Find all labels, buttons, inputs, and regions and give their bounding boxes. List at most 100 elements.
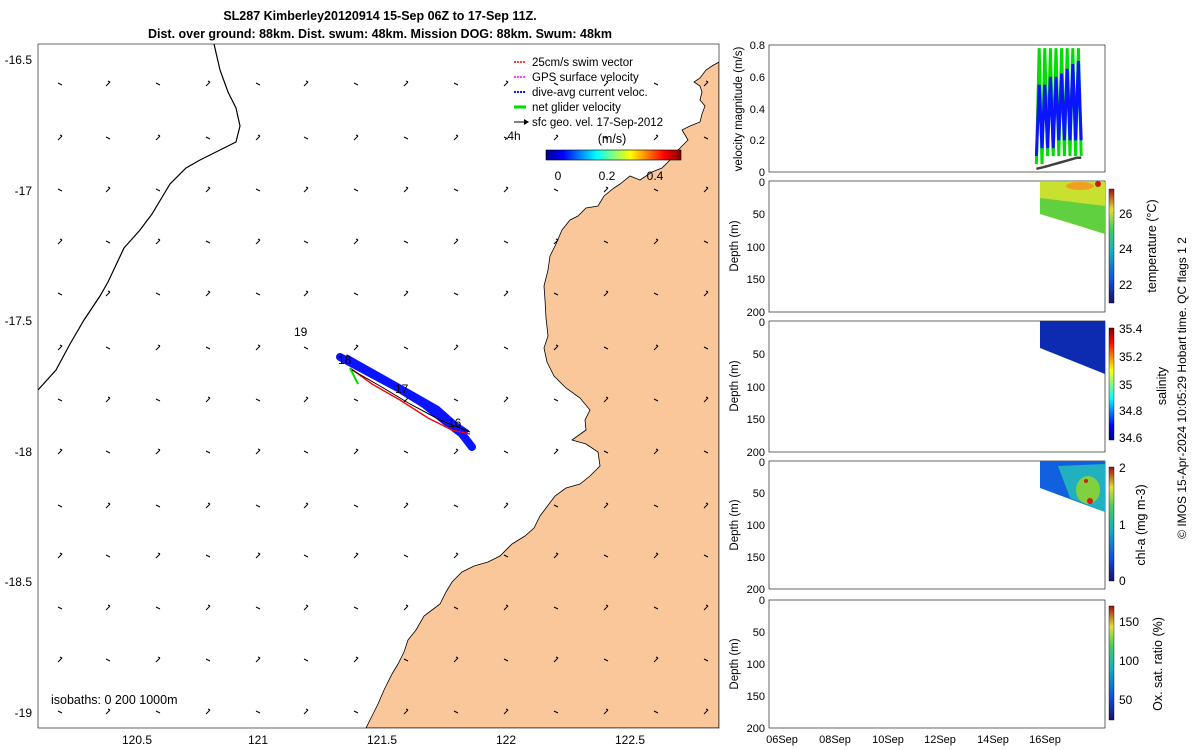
current-arrow [353,292,359,296]
current-arrow [603,554,609,558]
current-arrow [603,502,609,509]
current-arrow [155,82,161,86]
colorbar-unit: (m/s) [598,132,626,146]
current-arrow [255,398,261,402]
map-x-tick: 121 [248,733,268,747]
day-label: 18 [338,353,352,367]
current-arrow [105,450,111,454]
current-arrow [403,80,409,87]
coastline-boundary [38,44,241,391]
depth-label: Depth (m) [729,220,741,271]
current-arrow [703,554,709,558]
current-arrow [553,398,559,402]
current-arrow [57,344,63,351]
current-arrow [255,134,261,141]
current-arrow [403,290,409,297]
depth-tick: 0 [759,317,765,329]
current-arrow [603,708,609,715]
date-tick: 16Sep [1029,734,1061,746]
current-arrow [105,658,111,662]
current-arrow [603,346,609,350]
current-arrow [403,186,409,193]
current-arrow [553,344,559,351]
current-arrow [703,240,709,244]
current-arrow [653,344,659,351]
velocity-series [1034,48,1083,171]
velocity-series-line [1034,60,1083,157]
chla-cbar-tick: 2 [1119,461,1126,475]
legend-label-geo: sfc geo. vel. 17-Sep-2012 [532,117,663,129]
current-arrow [603,136,609,140]
current-arrow [553,504,559,508]
dive-avg-current-track [336,353,476,451]
current-arrow [353,188,359,192]
current-arrow [553,606,559,610]
salinity-section [1040,321,1105,374]
current-arrow [155,606,161,610]
dive-avg-current-track-edge [345,354,470,434]
current-arrow [353,238,359,245]
current-arrow [205,450,211,454]
velocity-y-tick: 0.8 [750,40,765,52]
current-arrow [603,604,609,611]
current-arrow [353,606,359,610]
current-arrow [105,136,111,140]
current-arrow [603,186,609,193]
current-arrow [353,552,359,559]
current-arrow [453,292,459,296]
date-tick: 14Sep [977,734,1009,746]
current-arrow [703,80,709,87]
depth-tick: 150 [747,414,765,426]
current-arrow [205,396,211,403]
oxygen-panel: 0 50 100 150 200 Depth (m) 150 100 50 Ox… [729,595,1165,746]
current-arrow [403,708,409,715]
current-arrow [553,238,559,245]
current-arrow [353,344,359,351]
current-arrow [57,504,63,508]
current-arrow [503,240,509,244]
depth-tick: 100 [747,659,765,671]
salinity-cbar-tick: 34.6 [1119,431,1143,445]
current-arrow [553,82,559,86]
current-arrow [403,658,409,662]
current-arrow [703,290,709,297]
depth-label: Depth (m) [729,499,741,550]
map-axes-frame [37,43,720,729]
chart-title: SL287 Kimberley20120914 15-Sep 06Z to 17… [223,9,537,23]
current-arrow [503,450,509,454]
current-arrow [255,292,261,296]
current-arrow [205,658,211,662]
temperature-cbar-tick: 26 [1119,207,1133,221]
current-arrow [205,604,211,611]
current-arrow [453,448,459,455]
current-arrow [453,710,459,714]
current-arrow [303,708,309,715]
velocity-y-tick: 0 [759,167,765,179]
current-arrow [205,708,211,715]
current-arrow [503,290,509,297]
current-arrow [303,136,309,140]
current-arrow [703,396,709,403]
depth-tick: 100 [747,242,765,254]
current-arrow [303,80,309,87]
current-arrow [255,448,261,455]
net-velocity-segment [349,367,359,385]
depth-label: Depth (m) [729,638,741,689]
depth-tick: 200 [747,584,765,596]
day-label: 16 [448,416,462,430]
current-arrow [205,502,211,509]
current-arrow [653,552,659,559]
current-arrow [553,448,559,455]
current-arrow [303,396,309,403]
hour-label: .4h [504,129,521,143]
current-arrow [653,188,659,192]
current-arrow [155,656,161,663]
current-arrow [255,344,261,351]
current-arrow [155,238,161,245]
current-arrow [703,502,709,509]
day-label: 19 [294,325,308,339]
current-arrow [155,398,161,402]
current-arrow [255,82,261,86]
current-arrow [353,82,359,86]
current-arrow [453,134,459,141]
